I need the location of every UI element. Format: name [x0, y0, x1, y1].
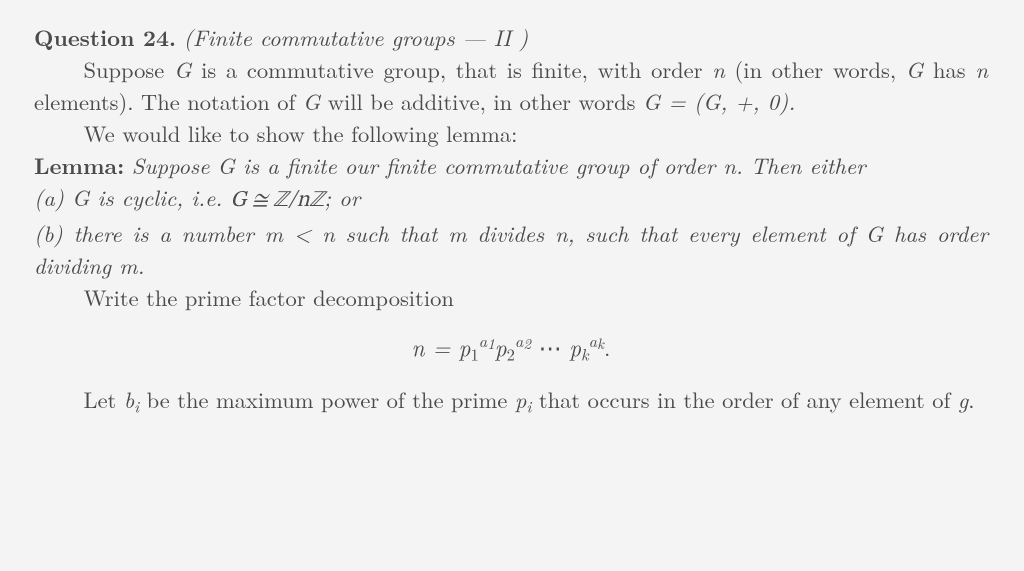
eqn-p1: p: [459, 330, 471, 363]
eqn-sup-ak: ak: [589, 328, 604, 352]
eqn-p2: p: [495, 330, 507, 363]
sym-m: m: [448, 217, 466, 249]
opt-a-2: ; or: [324, 181, 360, 213]
p1b: is a commutative group, that is finite, …: [191, 53, 712, 85]
lemma-label: Lemma:: [34, 149, 124, 181]
p2: We would like to show the following lemm…: [84, 117, 518, 149]
sym-G: G: [866, 217, 883, 249]
sym-n: n: [555, 217, 568, 249]
eqn-pk: p: [569, 330, 581, 363]
opt-b-2: such that: [335, 217, 448, 249]
paragraph-2: We would like to show the following lemm…: [34, 118, 988, 150]
question-label: Question 24.: [34, 21, 176, 53]
paragraph-4: Let bi be the maximum power of the prime…: [34, 384, 988, 416]
p4d: .: [968, 383, 974, 415]
p1c: (in other words,: [725, 53, 906, 85]
option-a: (a) G is cyclic, i.e. G ≅ ℤ/nℤ; or: [34, 182, 988, 218]
opt-b-1: there is a number: [74, 217, 265, 249]
opt-b-rel: m < n: [265, 217, 335, 249]
question-heading: Question 24. (Finite commutative groups …: [34, 22, 988, 54]
opt-b-3: divides: [467, 217, 555, 249]
lemma-b: is a finite our finite commutative group…: [235, 149, 723, 181]
sym-g: g: [958, 383, 968, 415]
option-b: (b) there is a number m < n such that m …: [34, 218, 988, 282]
sym-n: n: [975, 53, 988, 85]
eqn-lhs: n =: [412, 330, 459, 363]
p4a: Let: [84, 383, 124, 415]
prime-factorization-equation: n = p1a1p2a2 ⋯ pkak.: [34, 331, 988, 364]
sym-b: b: [124, 383, 134, 415]
eqn-dots: ⋯: [531, 330, 569, 363]
paragraph-3: Write the prime factor decomposition: [34, 282, 988, 314]
opt-b-4: , such that every element of: [568, 217, 866, 249]
sym-bi: bi: [124, 383, 139, 415]
p1e: elements). The notation of: [34, 85, 303, 117]
p1a: Suppose: [84, 53, 175, 85]
sym-n: n: [723, 149, 736, 181]
p1f: will be additive, in other words: [320, 85, 643, 117]
lemma-a: Suppose: [132, 149, 218, 181]
lemma-body: Suppose G is a finite our finite commuta…: [132, 149, 866, 181]
p3: Write the prime factor decomposition: [84, 281, 454, 313]
sym-n: n: [712, 53, 725, 85]
eqn-period: .: [604, 330, 610, 363]
eqn-sup-a2: a2: [515, 328, 531, 352]
eqn-sup-a1: a1: [479, 328, 495, 352]
sym-m: m: [119, 249, 137, 281]
sym-p: p: [515, 383, 527, 415]
lemma-c: . Then either: [736, 149, 866, 181]
opt-b-6: .: [138, 249, 145, 281]
p4b: be the maximum power of the prime: [139, 383, 515, 415]
opt-a-1: G is cyclic, i.e.: [72, 181, 230, 213]
p4c: that occurs in the order of any element …: [531, 383, 958, 415]
p1-eq: G = (G, +, 0).: [643, 85, 795, 117]
eqn-sub-k: k: [581, 342, 589, 366]
opt-b-pref: (b): [34, 217, 74, 249]
sym-G: G: [217, 149, 234, 181]
sym-G: G: [906, 53, 923, 85]
lemma-statement: Lemma: Suppose G is a finite our finite …: [34, 150, 988, 182]
sym-G: G: [174, 53, 191, 85]
sym-pi: pi: [515, 383, 531, 415]
sym-G: G: [303, 85, 320, 117]
eqn-sub-2: 2: [507, 342, 515, 366]
opt-a-iso: G ≅ ℤ/nℤ: [230, 190, 324, 212]
eqn-sub-1: 1: [470, 342, 478, 366]
paragraph-1: Suppose G is a commutative group, that i…: [34, 54, 988, 118]
page: Question 24. (Finite commutative groups …: [0, 0, 1024, 571]
opt-a-pref: (a): [34, 181, 72, 213]
question-subtitle: (Finite commutative groups — II ): [184, 21, 529, 53]
p1d: has: [923, 53, 975, 85]
